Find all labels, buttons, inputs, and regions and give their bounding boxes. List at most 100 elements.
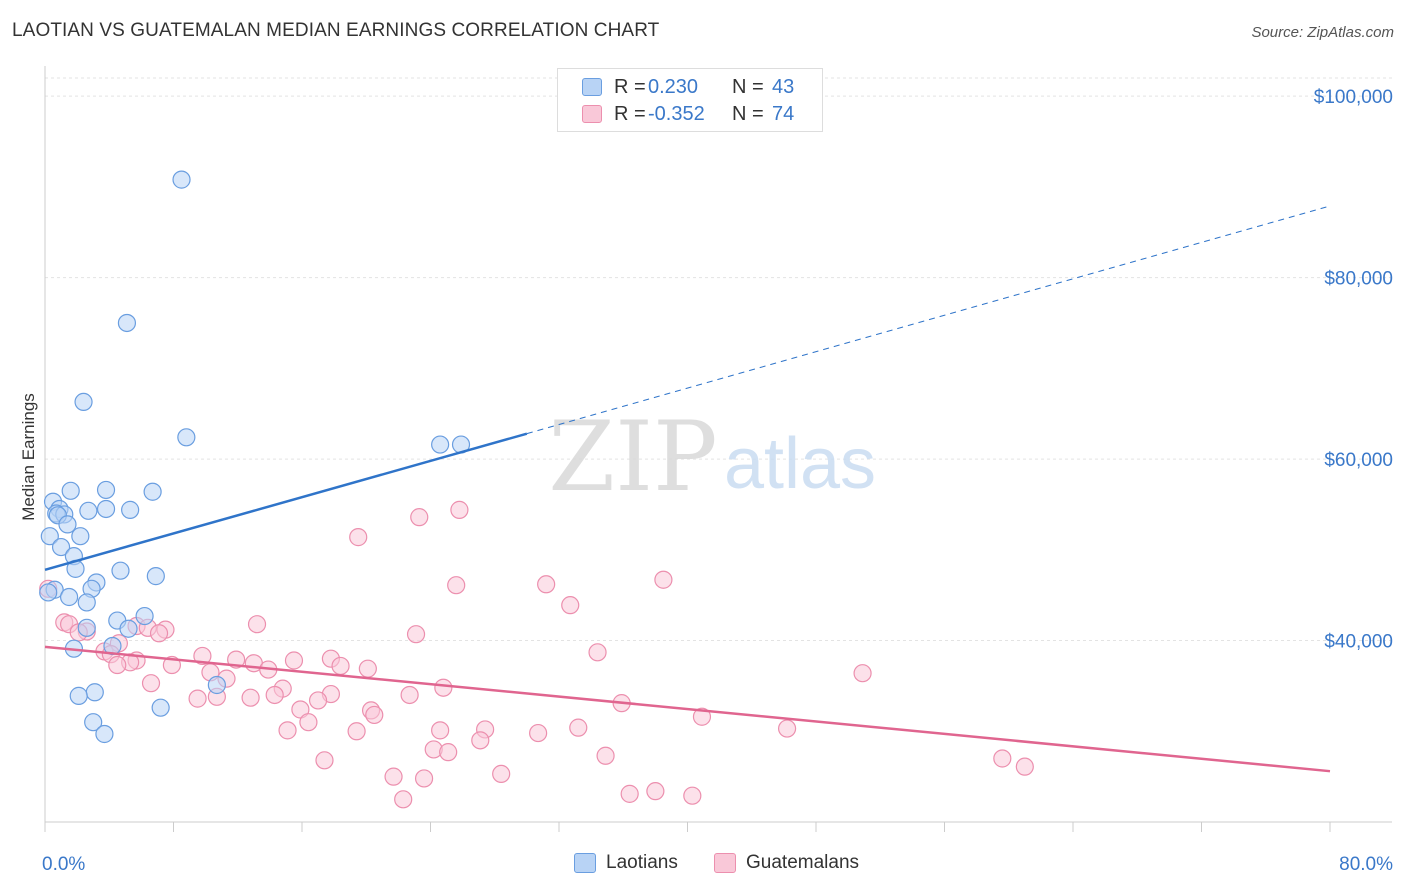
n-label: N = xyxy=(732,75,764,98)
n-value: 43 xyxy=(772,75,795,98)
guatemalan-point xyxy=(315,751,334,770)
y-axis-label: Median Earnings xyxy=(19,393,38,521)
laotian-point xyxy=(77,593,96,612)
laotian-point xyxy=(117,313,137,333)
guatemalan-point xyxy=(434,678,453,697)
guatemalan-point xyxy=(358,659,377,678)
legend-row-laotians: R = 0.230 N = 43 xyxy=(582,75,794,99)
laotian-point xyxy=(151,698,170,717)
axes xyxy=(44,66,1392,832)
laotian-trend-line xyxy=(44,432,528,571)
guatemalan-point xyxy=(278,721,297,740)
legend-item-guatemalans[interactable]: Guatemalans xyxy=(714,852,859,874)
guatemalan-point xyxy=(141,674,161,693)
guatemalan-point xyxy=(241,688,260,707)
guatemalan-point xyxy=(188,689,207,708)
laotian-point xyxy=(61,481,80,500)
guatemalan-point xyxy=(646,782,665,801)
guatemalan-trend-line xyxy=(44,645,1331,773)
laotian-point xyxy=(207,675,226,695)
laotian-point xyxy=(95,724,114,744)
guatemalan-point xyxy=(400,685,419,705)
guatemalan-point xyxy=(492,764,511,784)
laotian-point xyxy=(77,618,96,637)
laotian-trend-projection xyxy=(526,205,1331,435)
n-label: N = xyxy=(732,102,764,125)
laotian-point xyxy=(84,713,103,732)
guatemalan-point xyxy=(537,575,556,594)
x-tick-label: 80.0% xyxy=(1339,854,1393,875)
y-tick-label: $80,000 xyxy=(1324,269,1393,290)
laotian-point xyxy=(111,561,130,580)
r-value: 0.230 xyxy=(648,75,699,98)
laotian-point xyxy=(121,500,140,519)
guatemalan-point xyxy=(365,705,384,725)
r-label: R = xyxy=(614,75,646,98)
guatemalan-point xyxy=(529,723,548,743)
guatemalan-point xyxy=(149,624,169,643)
guatemalan-point xyxy=(284,651,304,670)
correlation-legend: R = 0.230 N = 43 R = -0.352 N = 74 xyxy=(557,68,823,132)
guatemalan-point xyxy=(349,528,368,547)
guatemalan-point xyxy=(683,786,702,805)
laotian-point xyxy=(39,583,58,602)
n-value: 74 xyxy=(772,102,795,125)
gridlines xyxy=(45,77,1392,642)
watermark: ZIP atlas xyxy=(548,401,876,513)
guatemalan-point xyxy=(450,500,469,519)
r-label: R = xyxy=(614,102,646,125)
guatemalan-point xyxy=(265,685,284,705)
x-tick-label: 0.0% xyxy=(42,854,85,875)
laotian-point xyxy=(69,686,88,705)
guatemalan-point xyxy=(108,655,127,675)
guatemalan-point xyxy=(569,718,588,737)
guatemalan-point xyxy=(414,769,434,788)
guatemalan-point xyxy=(654,570,673,589)
guatemalan-point xyxy=(347,722,366,741)
y-tick-label: $100,000 xyxy=(1314,87,1393,108)
laotian-point xyxy=(51,537,71,557)
chart-title: LAOTIAN VS GUATEMALAN MEDIAN EARNINGS CO… xyxy=(12,20,660,41)
laotian-point xyxy=(79,501,98,520)
guatemalan-point xyxy=(410,508,429,527)
guatemalan-point xyxy=(853,664,872,683)
guatemalan-point xyxy=(588,643,607,662)
guatemalan-point xyxy=(447,576,466,595)
watermark-zip: ZIP xyxy=(548,401,717,513)
tick-labels: $40,000 $60,000 $80,000 $100,000 0.0% 80.0% xyxy=(42,87,1393,875)
guatemalan-legend-swatch xyxy=(714,853,736,873)
laotian-points xyxy=(39,170,471,744)
laotian-point xyxy=(59,587,79,607)
legend-row-guatemalans: R = -0.352 N = 74 xyxy=(582,102,794,126)
guatemalan-point xyxy=(299,713,318,732)
laotian-point xyxy=(431,435,450,454)
r-value: -0.352 xyxy=(648,102,705,125)
watermark-atlas: atlas xyxy=(724,424,876,504)
y-tick-label: $60,000 xyxy=(1324,450,1393,471)
laotian-point xyxy=(85,683,104,702)
guatemalan-point xyxy=(394,790,413,809)
laotian-point xyxy=(177,428,196,447)
guatemalan-point xyxy=(247,615,267,634)
y-tick-label: $40,000 xyxy=(1324,632,1393,653)
laotian-point xyxy=(119,619,138,638)
guatemalan-point xyxy=(439,743,458,762)
laotian-legend-label: Laotians xyxy=(606,852,678,873)
guatemalan-point xyxy=(993,749,1012,768)
guatemalan-point xyxy=(308,691,328,710)
guatemalan-point xyxy=(431,721,450,740)
laotian-point xyxy=(71,527,90,546)
laotian-point xyxy=(135,606,154,626)
legend-item-laotians[interactable]: Laotians xyxy=(574,852,678,874)
laotian-point xyxy=(58,515,77,534)
guatemalan-point xyxy=(561,596,580,615)
laotian-swatch xyxy=(582,78,602,96)
guatemalan-point xyxy=(596,746,615,765)
laotian-point xyxy=(96,499,116,519)
guatemalan-point xyxy=(692,707,712,726)
laotian-legend-swatch xyxy=(574,853,596,873)
laotian-point xyxy=(143,482,162,501)
guatemalan-point xyxy=(777,719,797,738)
guatemalan-point xyxy=(331,656,350,676)
